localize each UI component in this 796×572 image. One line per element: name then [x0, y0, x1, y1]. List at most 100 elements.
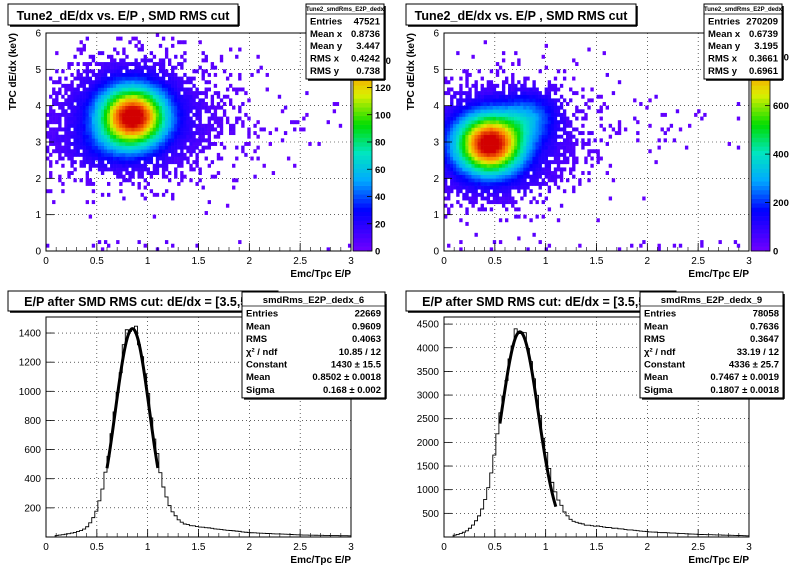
heatmap-cell: [128, 138, 132, 143]
heatmap-cell: [477, 171, 481, 175]
heatmap-cell: [219, 54, 224, 59]
heatmap-cell: [61, 181, 65, 186]
heatmap-cell: [49, 105, 53, 110]
heatmap-cell: [444, 109, 448, 114]
heatmap-cell: [572, 145, 576, 150]
heatmap-cell: [547, 127, 552, 132]
heatmap-cell: [238, 105, 242, 110]
heatmap-cell: [128, 62, 132, 66]
heatmap-cell: [143, 58, 147, 63]
heatmap-cell: [562, 131, 567, 136]
heatmap-cell: [556, 185, 561, 190]
heatmap-cell: [103, 62, 108, 66]
heatmap-cell: [119, 83, 123, 88]
heatmap-cell: [590, 98, 594, 103]
heatmap-cell: [174, 120, 178, 125]
heatmap-cell: [198, 102, 202, 106]
heatmap-cell: [122, 174, 126, 179]
heatmap-cell: [235, 54, 239, 59]
heatmap-cell: [61, 105, 65, 110]
heatmap-cell: [107, 109, 111, 114]
heatmap-cell: [517, 102, 521, 106]
heatmap-cell: [444, 203, 448, 208]
heatmap-cell: [146, 131, 150, 136]
heatmap-cell: [79, 152, 83, 157]
heatmap-cell: [189, 142, 193, 146]
heatmap-cell: [171, 72, 175, 77]
x-tick-label: 2: [247, 542, 253, 553]
heatmap-cell: [517, 149, 521, 154]
heatmap-cell: [131, 98, 135, 103]
heatmap-cell: [146, 91, 150, 96]
heatmap-cell: [67, 83, 71, 88]
heatmap-cell: [456, 145, 460, 150]
heatmap-cell: [520, 163, 524, 168]
heatmap-cell: [82, 131, 86, 136]
pad-dedx-vs-ep-left: 0 0.5 1 1.5 2 2.5 3 0 1 2 3 4 5 6 Emc/Tpc E/P TPC dE/dx…: [0, 0, 398, 286]
heatmap-cell: [88, 87, 93, 92]
heatmap-cell: [61, 134, 65, 139]
heatmap-cell: [232, 185, 236, 190]
heatmap-cell: [131, 134, 135, 139]
x-axis-label: Emc/Tpc E/P: [290, 269, 351, 280]
palette-band: [353, 216, 372, 221]
palette-band: [751, 94, 770, 99]
heatmap-cell: [547, 116, 552, 121]
heatmap-cell: [79, 72, 83, 77]
heatmap-cell: [61, 127, 65, 132]
heatmap-cell: [113, 76, 117, 81]
heatmap-cell: [131, 105, 135, 110]
heatmap-cell: [125, 138, 129, 143]
heatmap-cell: [164, 163, 169, 168]
heatmap-cell: [168, 138, 172, 143]
heatmap-cell: [453, 181, 457, 186]
heatmap-cell: [495, 149, 500, 154]
heatmap-cell: [447, 87, 451, 92]
heatmap-cell: [465, 171, 469, 175]
heatmap-cell: [198, 98, 202, 103]
heatmap-cell: [49, 189, 53, 194]
heatmap-cell: [617, 80, 622, 85]
heatmap-cell: [462, 181, 466, 186]
heatmap-cell: [94, 80, 99, 85]
heatmap-cell: [85, 120, 89, 125]
heatmap-cell: [70, 98, 74, 103]
heatmap-cell: [164, 123, 169, 128]
heatmap-cell: [61, 112, 65, 117]
heatmap-cell: [116, 112, 120, 117]
heatmap-cell: [222, 94, 227, 99]
heatmap-cell: [599, 156, 603, 161]
heatmap-cell: [581, 109, 585, 114]
stats-row-name: Mean y: [310, 41, 343, 52]
heatmap-cell: [447, 174, 451, 179]
heatmap-cell: [113, 171, 117, 175]
heatmap-cell: [189, 167, 193, 172]
heatmap-cell: [152, 131, 157, 136]
heatmap-cell: [465, 80, 469, 85]
heatmap-cell: [550, 120, 555, 125]
heatmap-cell: [116, 98, 120, 103]
heatmap-cell: [636, 120, 640, 125]
heatmap-cell: [192, 145, 196, 150]
heatmap-cell: [140, 109, 144, 114]
heatmap-cell: [122, 120, 126, 125]
heatmap-cell: [483, 156, 487, 161]
heatmap-cell: [213, 83, 218, 88]
heatmap-cell: [508, 174, 512, 179]
heatmap-cell: [195, 91, 199, 96]
heatmap-cell: [131, 36, 135, 41]
heatmap-cell: [617, 247, 622, 252]
heatmap-cell: [119, 76, 123, 81]
heatmap-cell: [125, 131, 129, 136]
heatmap-cell: [161, 36, 166, 41]
heatmap-cell: [195, 145, 199, 150]
heatmap-cell: [575, 62, 579, 66]
heatmap-cell: [91, 138, 96, 143]
heatmap-cell: [146, 171, 150, 175]
heatmap-cell: [174, 72, 178, 77]
heatmap-cell: [508, 134, 512, 139]
heatmap-cell: [505, 142, 509, 146]
heatmap-cell: [492, 102, 497, 106]
heatmap-cell: [450, 156, 454, 161]
heatmap-cell: [553, 120, 558, 125]
